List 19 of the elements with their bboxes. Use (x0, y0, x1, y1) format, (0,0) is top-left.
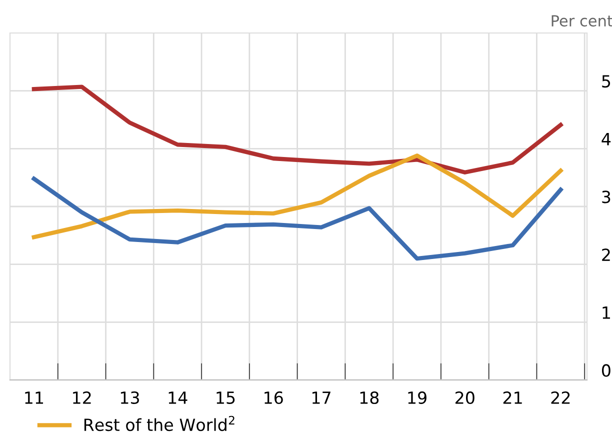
x-tick-label: 18 (360, 391, 379, 404)
y-tick-label: 0 (602, 364, 610, 377)
y-tick-label: 4 (602, 133, 611, 146)
legend-label: Rest of the World$^{2}$ (84, 416, 234, 432)
x-tick-label: 15 (216, 392, 235, 404)
x-tick-label: 21 (503, 391, 522, 404)
x-tick-label: 11 (25, 392, 44, 404)
y-tick-label: 3 (602, 190, 610, 204)
x-tick-label: 22 (551, 391, 570, 404)
x-tick-label: 13 (120, 391, 139, 404)
x-tick-label: 19 (408, 391, 426, 404)
x-tick-label: 20 (456, 391, 474, 404)
y-tick-label: 1 (602, 306, 610, 319)
y-tick-label: 5 (602, 75, 610, 88)
x-tick-label: 16 (264, 391, 283, 404)
x-tick-label: 17 (312, 392, 330, 404)
y-tick-label: 2 (602, 248, 610, 261)
x-tick-label: 14 (168, 392, 188, 404)
x-tick-label: 12 (73, 391, 91, 404)
